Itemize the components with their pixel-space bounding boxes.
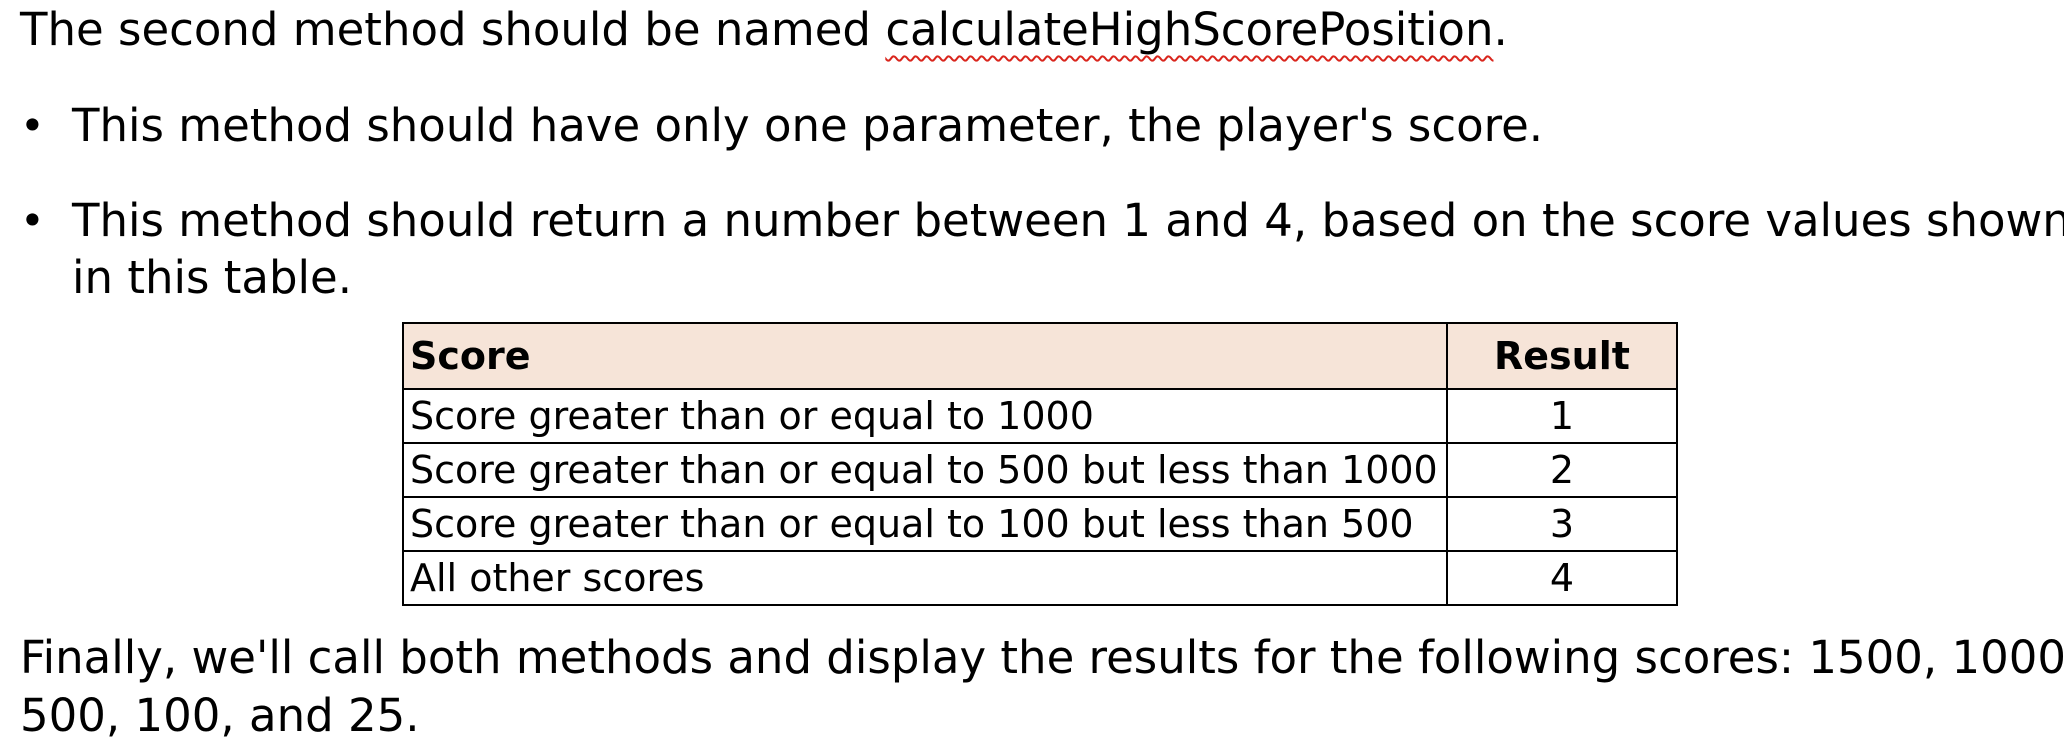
bullet-text-2-line-1: This method should return a number betwe… — [72, 194, 2064, 247]
row-score-condition: All other scores — [402, 550, 1448, 606]
row-result-value: 4 — [1445, 550, 1679, 606]
header-result: Result — [1445, 322, 1679, 390]
row-score-condition: Score greater than or equal to 1000 — [402, 388, 1448, 444]
table-row: All other scores 4 — [402, 550, 1679, 606]
closing-paragraph-line-2: 500, 100, and 25. — [20, 689, 420, 742]
bullet-text-1: This method should have only one paramet… — [72, 99, 1544, 152]
score-result-table: Score Result Score greater than or equal… — [402, 322, 1679, 606]
table-header-row: Score Result — [402, 322, 1679, 390]
table-row: Score greater than or equal to 1000 1 — [402, 388, 1679, 444]
table-row: Score greater than or equal to 100 but l… — [402, 496, 1679, 552]
header-score: Score — [402, 322, 1448, 390]
bullet-icon: • — [20, 196, 45, 245]
method-name-misspelled[interactable]: calculateHighScorePosition — [885, 3, 1494, 56]
bullet-icon: • — [20, 101, 45, 150]
table-row: Score greater than or equal to 500 but l… — [402, 442, 1679, 498]
row-result-value: 1 — [1445, 388, 1679, 444]
closing-paragraph-line-1: Finally, we'll call both methods and dis… — [20, 631, 2064, 684]
intro-text-after: . — [1493, 3, 1508, 56]
row-score-condition: Score greater than or equal to 500 but l… — [402, 442, 1448, 498]
row-score-condition: Score greater than or equal to 100 but l… — [402, 496, 1448, 552]
row-result-value: 3 — [1445, 496, 1679, 552]
intro-paragraph: The second method should be named calcul… — [20, 2, 1508, 58]
bullet-text-2-line-2: in this table. — [72, 251, 353, 304]
row-result-value: 2 — [1445, 442, 1679, 498]
intro-text-before: The second method should be named — [20, 3, 886, 56]
